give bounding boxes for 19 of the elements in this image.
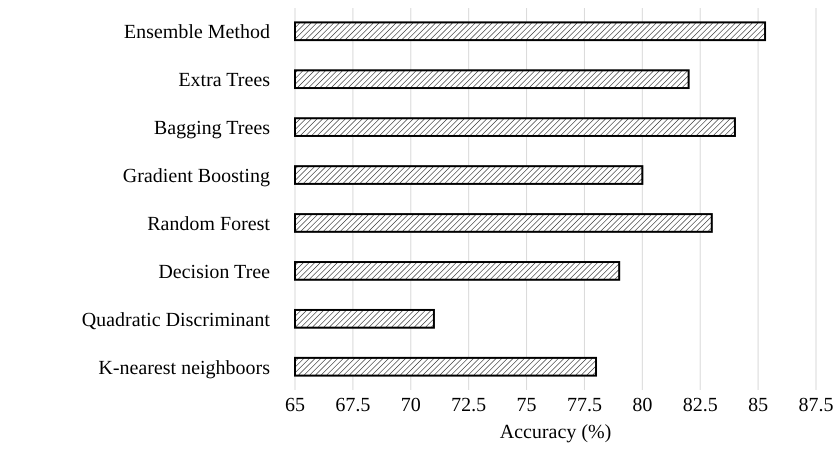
y-tick-label: Gradient Boosting — [122, 165, 270, 188]
y-tick-label: K-nearest neighboors — [98, 356, 270, 379]
x-tick-label: 85 — [748, 394, 768, 416]
x-axis-title: Accuracy (%) — [500, 421, 612, 444]
x-tick-label: 82.5 — [682, 394, 718, 416]
y-tick-label: Quadratic Discriminant — [82, 308, 270, 331]
y-tick-label: Random Forest — [147, 212, 270, 235]
y-tick-label: Bagging Trees — [154, 117, 270, 140]
x-tick-label: 75 — [516, 394, 537, 416]
y-tick-label: Extra Trees — [178, 69, 270, 92]
y-tick-label: Decision Tree — [158, 260, 270, 283]
x-tick-label: 65 — [285, 394, 305, 416]
y-tick-label: Ensemble Method — [124, 21, 270, 44]
x-tick-label: 72.5 — [451, 394, 486, 416]
x-tick-label: 80 — [632, 394, 652, 416]
x-tick-label: 67.5 — [335, 394, 370, 416]
x-tick-label: 70 — [400, 394, 421, 416]
x-tick-label: 87.5 — [798, 394, 834, 416]
x-tick-label: 77.5 — [566, 394, 602, 416]
